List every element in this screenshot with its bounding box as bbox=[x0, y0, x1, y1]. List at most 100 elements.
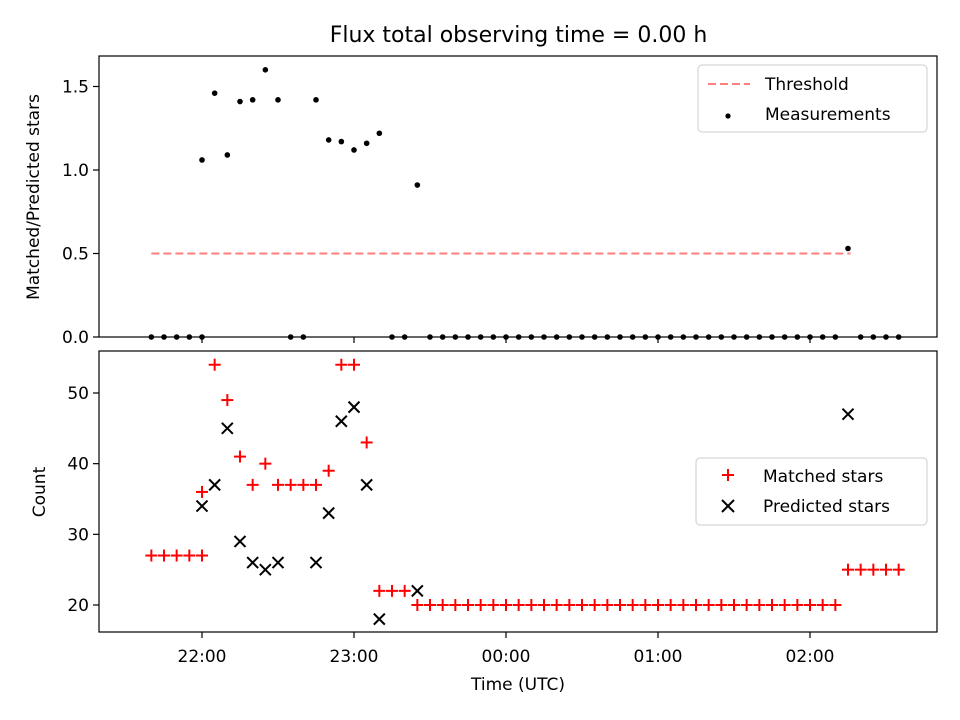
matched-star-point bbox=[677, 599, 690, 611]
matched-star-point bbox=[867, 563, 880, 576]
matched-star-point bbox=[525, 599, 538, 611]
predicted-star-point bbox=[360, 478, 373, 492]
matched-star-point bbox=[614, 599, 626, 611]
predicted-star-point bbox=[335, 415, 348, 428]
count-y-tick-label: 40 bbox=[67, 455, 89, 475]
measurement-point bbox=[211, 90, 218, 96]
matched-star-point bbox=[310, 478, 322, 491]
legend-measurements-label: Measurements bbox=[765, 105, 891, 125]
matched-star-point bbox=[664, 599, 677, 611]
count-x-tick-label: 22:00 bbox=[178, 647, 227, 667]
measurement-point bbox=[275, 97, 281, 103]
predicted-star-point bbox=[221, 422, 234, 435]
matched-star-point bbox=[386, 584, 398, 597]
legend-predicted-swatch bbox=[721, 499, 735, 513]
matched-star-point bbox=[778, 599, 791, 611]
matched-star-point bbox=[854, 563, 867, 576]
matched-star-point bbox=[753, 599, 766, 611]
predicted-star-point bbox=[322, 506, 335, 520]
matched-star-point bbox=[170, 549, 183, 562]
ratio-y-tick-label: 1.5 bbox=[62, 78, 89, 98]
measurement-point bbox=[376, 130, 383, 137]
matched-star-point bbox=[563, 599, 576, 611]
matched-star-point bbox=[322, 464, 335, 477]
matched-star-point bbox=[348, 358, 360, 371]
count-y-tick-label: 50 bbox=[67, 384, 89, 404]
matched-star-point bbox=[145, 549, 158, 562]
matched-star-point bbox=[398, 584, 411, 597]
count-panel: 20 30 40 50 22:00 23:00 00:00 01:00 02:00 Count… bbox=[30, 350, 938, 695]
matched-star-point bbox=[880, 563, 892, 576]
count-panel-marks bbox=[145, 358, 905, 626]
measurement-point bbox=[224, 152, 231, 158]
matched-star-point bbox=[411, 599, 424, 611]
measurement-point bbox=[845, 245, 851, 252]
x-axis-label: Time (UTC) bbox=[470, 675, 565, 695]
matched-star-point bbox=[791, 599, 804, 611]
matched-star-point bbox=[158, 549, 170, 562]
measurement-point bbox=[363, 140, 370, 147]
predicted-star-point bbox=[309, 556, 323, 569]
legend-measurements-swatch bbox=[725, 113, 731, 119]
matched-star-point bbox=[360, 436, 373, 449]
matched-star-point bbox=[690, 599, 702, 611]
measurement-point bbox=[237, 98, 243, 105]
predicted-star-point bbox=[271, 556, 285, 569]
matched-star-point bbox=[234, 450, 246, 463]
matched-star-point bbox=[259, 457, 272, 470]
ratio-panel-frame bbox=[98, 55, 938, 338]
matched-star-point bbox=[462, 599, 474, 611]
legend-matched-swatch bbox=[722, 469, 734, 481]
matched-star-point bbox=[487, 599, 500, 611]
count-x-tick-label: 23:00 bbox=[330, 647, 379, 667]
matched-star-point bbox=[512, 599, 525, 611]
ratio-legend: Threshold Measurements bbox=[697, 64, 928, 133]
matched-star-point bbox=[272, 478, 284, 491]
predicted-star-point bbox=[373, 612, 386, 626]
matched-star-point bbox=[816, 599, 829, 611]
predicted-star-point bbox=[208, 478, 221, 492]
matched-star-point bbox=[588, 599, 601, 611]
count-x-tick-label: 00:00 bbox=[482, 647, 531, 667]
matched-star-point bbox=[601, 599, 614, 611]
matched-star-point bbox=[652, 599, 664, 611]
matched-star-point bbox=[196, 485, 208, 498]
matched-star-point bbox=[500, 599, 512, 611]
figure-title: Flux total observing time = 0.00 h bbox=[330, 23, 708, 48]
matched-star-point bbox=[766, 599, 778, 611]
count-x-tick-label: 02:00 bbox=[786, 647, 835, 667]
measurement-point bbox=[262, 67, 269, 73]
matched-star-point bbox=[424, 599, 436, 611]
measurement-point bbox=[249, 97, 256, 103]
predicted-star-point bbox=[841, 407, 855, 421]
measurement-point bbox=[325, 137, 332, 143]
ratio-panel: 0.0 0.5 1.0 1.5 Matched/Predicted stars Thr… bbox=[24, 55, 938, 348]
matched-star-point bbox=[246, 478, 259, 491]
matched-star-point bbox=[829, 599, 842, 611]
ratio-x-ticks bbox=[201, 337, 811, 343]
matched-star-point bbox=[550, 599, 563, 611]
ratio-panel-marks bbox=[148, 67, 902, 340]
matched-star-point bbox=[221, 394, 234, 407]
count-y-axis-label: Count bbox=[30, 466, 50, 517]
ratio-y-tick-label: 1.0 bbox=[62, 161, 89, 181]
matched-star-point bbox=[740, 599, 753, 611]
measurement-point bbox=[414, 182, 421, 188]
count-panel-frame bbox=[98, 350, 938, 633]
matched-star-point bbox=[576, 599, 588, 611]
measurement-point bbox=[338, 138, 345, 145]
matched-star-point bbox=[196, 549, 208, 562]
ratio-legend-box bbox=[697, 64, 928, 133]
matched-star-point bbox=[208, 358, 221, 371]
predicted-star-point bbox=[259, 563, 272, 576]
matched-star-point bbox=[335, 358, 348, 371]
measurement-point bbox=[313, 97, 319, 103]
ratio-y-tick-label: 0.5 bbox=[62, 245, 89, 265]
matched-star-point bbox=[804, 599, 816, 611]
measurement-point bbox=[199, 157, 205, 163]
ratio-y-tick-label: 0.0 bbox=[62, 328, 89, 348]
matched-star-point bbox=[538, 599, 550, 611]
matched-star-point bbox=[183, 549, 196, 562]
matched-star-point bbox=[892, 563, 905, 576]
